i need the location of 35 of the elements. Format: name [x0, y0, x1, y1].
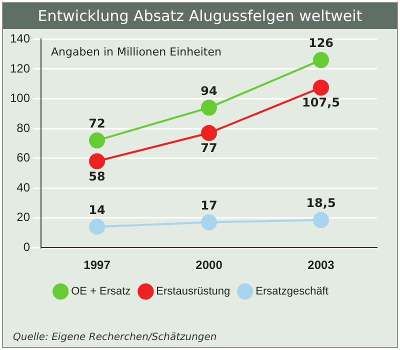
point [89, 218, 106, 235]
point [89, 132, 106, 148]
y-tick-label: 20 [16, 210, 30, 224]
y-tick-label: 140 [10, 32, 30, 46]
data-label: 14 [88, 202, 106, 217]
legend-label: OE + Ersatz [71, 286, 131, 298]
data-label: 18,5 [306, 196, 336, 210]
chart-title: Entwicklung Absatz Alugussfelgen weltweit [3, 3, 397, 29]
legend-label: Ersatzgeschäft [256, 286, 328, 298]
y-tick-label: 0 [23, 240, 30, 254]
y-tick-label: 40 [16, 180, 30, 194]
data-label: 17 [200, 198, 218, 212]
source-note: Quelle: Eigene Recherchen/Schätzungen [13, 332, 217, 343]
legend-label: Erstausrüstung [156, 286, 230, 298]
data-label: 58 [88, 169, 106, 184]
x-tick-label: 2003 [308, 258, 335, 272]
y-tick-label: 120 [10, 61, 30, 76]
x-tick-label: 1997 [84, 258, 111, 272]
y-tick-label: 80 [16, 120, 30, 135]
y-tick-label: 60 [16, 150, 30, 165]
point [313, 80, 330, 96]
data-label: 126 [308, 36, 334, 50]
point [313, 212, 330, 228]
point [201, 124, 218, 141]
data-label: 77 [200, 141, 218, 156]
x-tick-label: 2000 [196, 258, 223, 272]
data-label: 107,5 [302, 96, 340, 110]
data-label: 94 [200, 84, 218, 98]
data-label: 72 [88, 116, 106, 131]
point [201, 100, 218, 116]
point [89, 153, 106, 170]
y-tick-label: 100 [10, 91, 30, 106]
point [201, 214, 218, 230]
point [313, 52, 330, 68]
annotation: Angaben in Millionen Einheiten [51, 46, 222, 59]
